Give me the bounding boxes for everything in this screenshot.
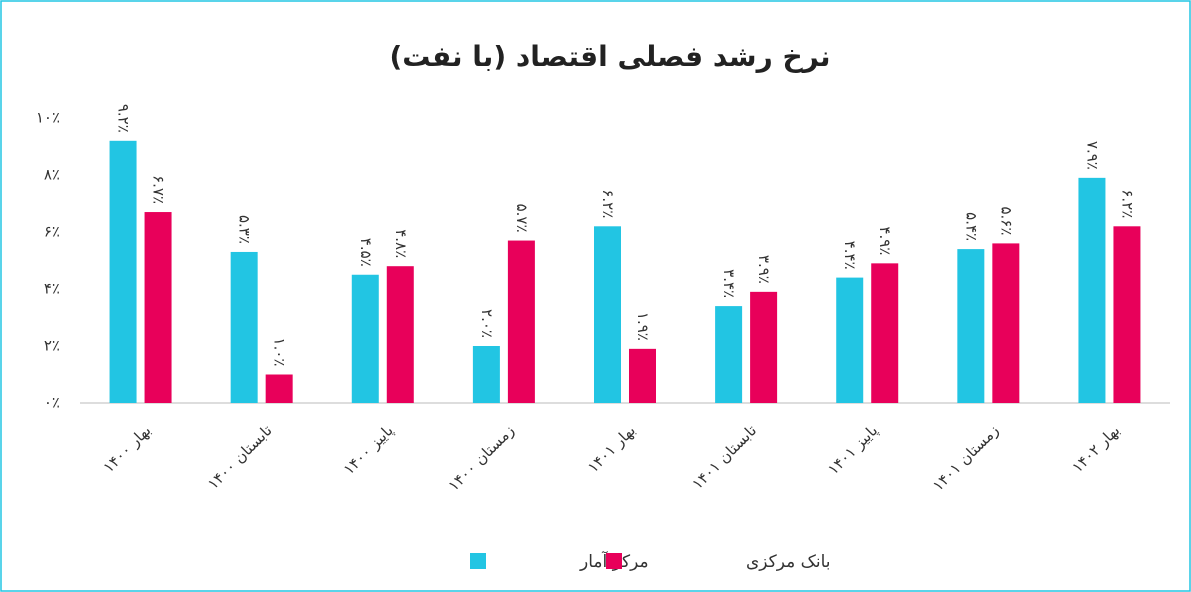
bar [265, 374, 293, 403]
bar [629, 348, 656, 403]
bar [836, 277, 864, 403]
y-tick-label: ۸٪ [44, 166, 60, 184]
data-label: ۷.۹٪ [1083, 141, 1101, 170]
y-tick-label: ۲٪ [44, 337, 60, 355]
data-label: ۴.۴٪ [841, 241, 859, 270]
bar [1078, 177, 1106, 403]
y-tick-label: ۶٪ [44, 223, 60, 241]
chart-title: نرخ رشد فصلی اقتصاد (با نفت) [389, 40, 830, 73]
bar [507, 240, 535, 403]
bar [386, 266, 414, 403]
bar [109, 140, 137, 404]
bar [351, 274, 379, 403]
bar [750, 291, 778, 403]
data-label: ۳.۹٪ [755, 255, 773, 284]
legend-label: بانک مرکزی [746, 552, 831, 572]
bar [1113, 226, 1141, 403]
bar [594, 226, 621, 403]
y-tick-label: ۱۰٪ [36, 109, 60, 127]
data-label: ۴.۹٪ [876, 226, 894, 255]
bar [715, 306, 743, 403]
bar [230, 251, 258, 403]
data-label: ۲.۰٪ [478, 309, 496, 338]
legend-swatch [470, 553, 486, 569]
bar [992, 243, 1020, 403]
data-label: ۱.۰٪ [271, 338, 289, 367]
legend-swatch [606, 553, 622, 569]
data-label: ۵.۶٪ [997, 206, 1015, 235]
data-label: ۴.۵٪ [357, 238, 375, 267]
data-label: ۵.۴٪ [962, 212, 980, 241]
data-label: ۱.۹٪ [634, 312, 652, 341]
data-label: ۹.۲٪ [115, 104, 133, 133]
bar [472, 346, 500, 403]
bar [957, 249, 985, 403]
data-label: ۶.۲٪ [1118, 189, 1136, 218]
data-label: ۶.۲٪ [599, 189, 617, 218]
bar [871, 263, 899, 403]
data-label: ۶.۷٪ [150, 175, 168, 204]
y-tick-label: ۰٪ [44, 394, 60, 412]
data-label: ۳.۴٪ [720, 269, 738, 298]
data-label: ۵.۳٪ [236, 215, 254, 244]
bar [144, 212, 172, 403]
data-label: ۴.۸٪ [392, 229, 410, 258]
data-label: ۵.۷٪ [513, 204, 531, 233]
y-tick-label: ۴٪ [44, 280, 60, 298]
